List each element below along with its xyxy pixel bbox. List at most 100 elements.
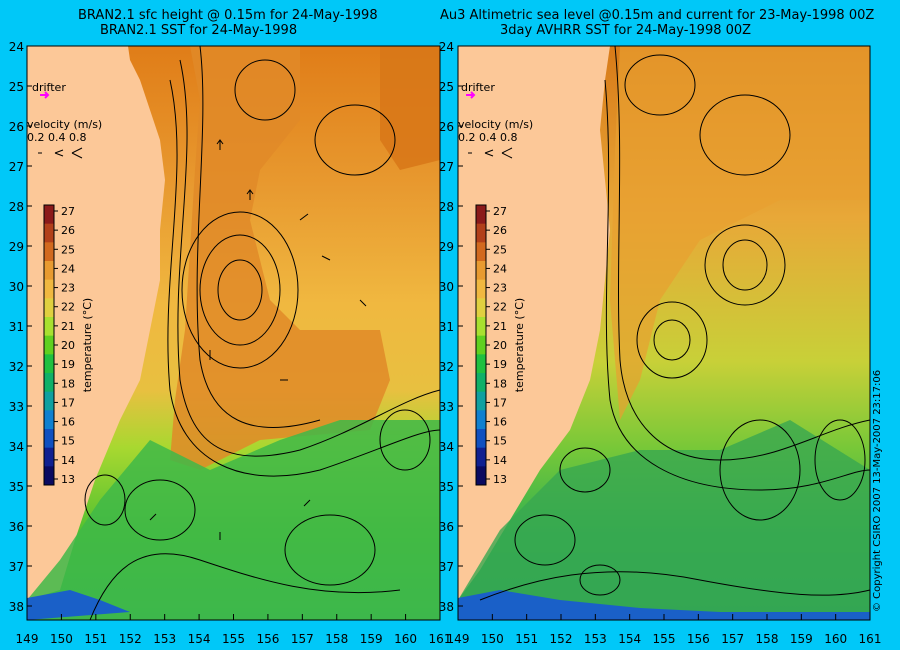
colorbar-swatch [476,466,486,486]
colorbar-swatch [476,354,486,374]
right-colorbar: 27 26 25 24 23 22 21 20 19 18 17 16 15 14 13 temperatur… [475,204,526,486]
colorbar-swatch [476,279,486,299]
x-tick-label: 154 [188,632,211,646]
colorbar-swatch [44,391,54,411]
colorbar-tick-label: 14 [493,454,507,467]
x-tick-label: 153 [153,632,176,646]
y-tick-label: 29 [9,240,24,254]
y-tick-label: 26 [439,120,454,134]
colorbar-tick-label: 13 [61,473,75,486]
x-tick-label: 157 [721,632,744,646]
x-tick-label: 159 [360,632,383,646]
x-tick-label: 149 [16,632,39,646]
colorbar-swatch [476,410,486,430]
colorbar-tick-label: 27 [493,205,507,218]
colorbar-swatch [44,205,54,225]
right-title-line1: Au3 Altimetric sea level @0.15m and curr… [440,8,875,23]
x-tick-label: 151 [515,632,538,646]
colorbar-swatch [44,317,54,337]
colorbar-tick-label: 22 [61,301,75,314]
colorbar-tick-label: 19 [493,358,507,371]
y-tick-label: 37 [9,560,24,574]
right-velocity-arrow-icons [468,147,513,159]
colorbar-tick-label: 26 [493,224,507,237]
right-velocity-legend: velocity (m/s) 0.2 0.4 0.8 [458,118,533,159]
y-tick-label: 28 [9,200,24,214]
colorbar-swatch [476,223,486,243]
left-title-line1: BRAN2.1 sfc height @ 0.15m for 24-May-19… [78,8,378,23]
y-tick-label: 38 [9,600,24,614]
y-axis-left: 24 25 26 27 28 29 30 31 32 33 34 35 36 37 38 [9,40,32,614]
colorbar-tick-label: 17 [61,396,75,409]
colorbar-tick-label: 21 [493,320,507,333]
colorbar-tick-label: 13 [493,473,507,486]
colorbar-swatch [476,261,486,281]
left-drifter-legend: drifter [32,81,66,99]
colorbar-swatch [476,242,486,262]
colorbar-swatch [476,391,486,411]
right-drifter-legend: drifter [461,81,495,99]
colorbar-swatch [44,335,54,355]
x-tick-label: 152 [550,632,573,646]
x-tick-label: 155 [222,632,245,646]
colorbar-swatch [44,410,54,430]
colorbar-tick-label: 18 [61,377,75,390]
colorbar-swatch [476,373,486,393]
colorbar-tick-label: 27 [61,205,75,218]
right-drifter-label: drifter [461,81,495,94]
x-tick-label: 153 [584,632,607,646]
right-warm-band [610,46,870,420]
left-velocity-legend: velocity (m/s) 0.2 0.4 0.8 [27,118,102,159]
right-drifter-icon [466,91,476,99]
x-tick-label: 158 [325,632,348,646]
x-tick-label: 149 [447,632,470,646]
y-tick-label: 34 [439,440,454,454]
y-tick-label: 24 [9,40,24,54]
colorbar-swatch [44,261,54,281]
y-tick-label: 29 [439,240,454,254]
colorbar-swatch [44,223,54,243]
colorbar-swatch [476,335,486,355]
colorbar-swatch [44,279,54,299]
colorbar-tick-label: 20 [493,339,507,352]
x-tick-label: 157 [291,632,314,646]
x-tick-label: 152 [119,632,142,646]
colorbar-title: temperature (°C) [81,298,94,392]
y-tick-label: 27 [9,160,24,174]
colorbar-tick-label: 21 [61,320,75,333]
left-velocity-arrow-icons [38,147,83,159]
colorbar-tick-label: 15 [493,435,507,448]
right-cool-south [458,420,870,620]
colorbar-tick-label: 18 [493,377,507,390]
colorbar-tick-label: 23 [61,282,75,295]
y-tick-label: 32 [439,360,454,374]
right-map-panel [457,45,871,621]
colorbar-tick-label: 15 [61,435,75,448]
colorbar-swatch [44,429,54,449]
colorbar-swatch [44,373,54,393]
colorbar-tick-label: 26 [61,224,75,237]
y-tick-label: 26 [9,120,24,134]
left-drifter-label: drifter [32,81,66,94]
y-tick-label: 25 [9,80,24,94]
left-velocity-label: velocity (m/s) [27,118,102,131]
y-tick-label: 35 [9,480,24,494]
y-tick-label: 33 [439,400,454,414]
x-tick-label: 150 [50,632,73,646]
left-contours [84,45,441,621]
colorbar-tick-label: 17 [493,396,507,409]
x-tick-label: 154 [618,632,641,646]
left-velocity-arrows [149,139,367,540]
copyright-text: © Copyright CSIRO 2007 13-May-2007 23:17… [872,369,883,612]
left-velocity-values: 0.2 0.4 0.8 [27,131,86,144]
colorbar-swatch [476,205,486,225]
y-tick-label: 33 [9,400,24,414]
y-tick-label: 34 [9,440,24,454]
colorbar-swatch [44,354,54,374]
colorbar-swatch [476,447,486,467]
right-title-line2: 3day AVHRR SST for 24-May-1998 00Z [500,23,752,38]
colorbar-tick-label: 20 [61,339,75,352]
left-cool-south [27,420,440,620]
y-tick-label: 27 [439,160,454,174]
